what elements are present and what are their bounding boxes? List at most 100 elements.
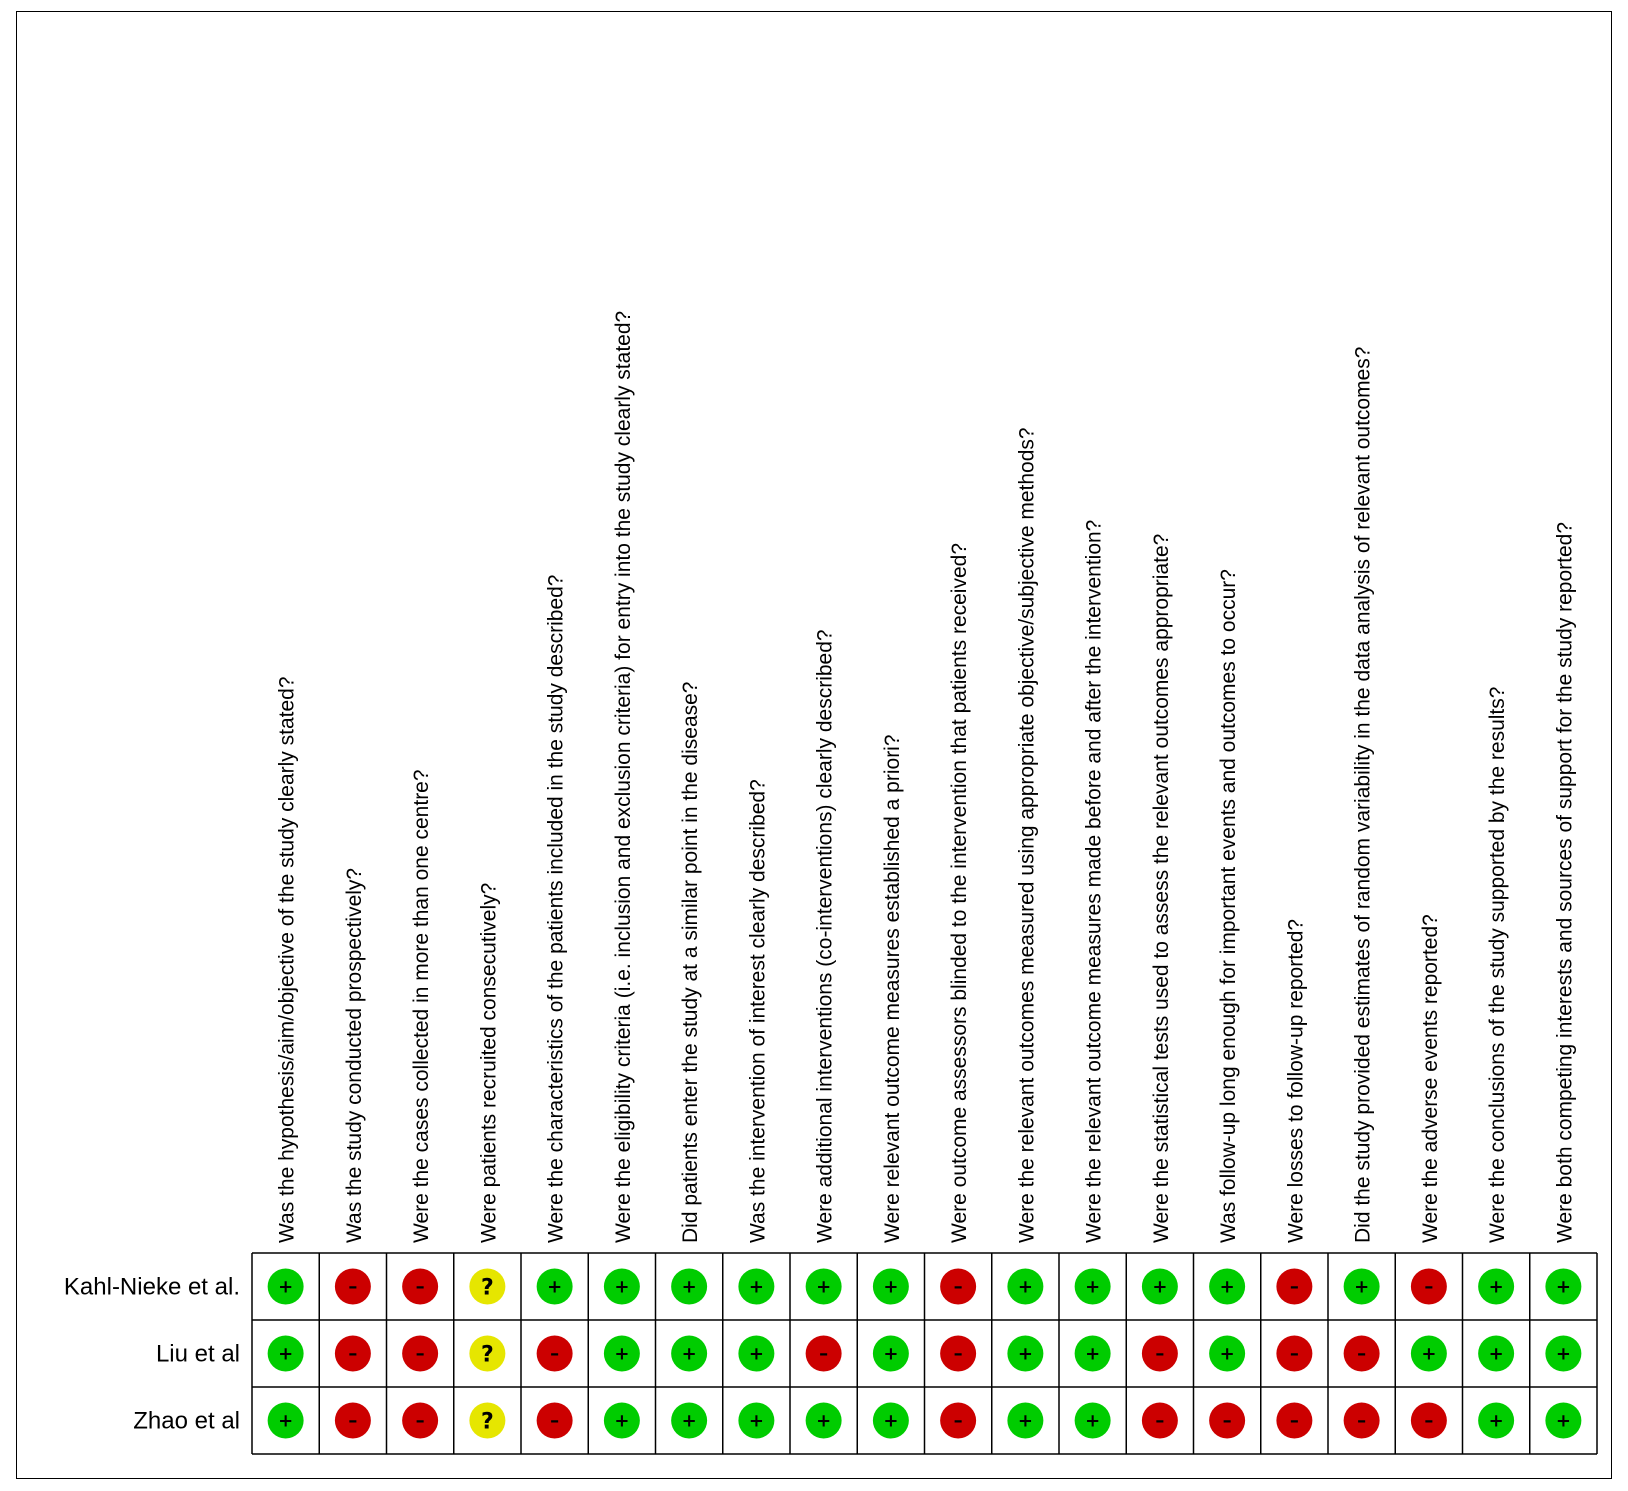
- rating-circle: [1074, 1268, 1111, 1305]
- rating-symbol: –: [954, 1344, 963, 1365]
- rating-symbol: +: [1018, 1344, 1033, 1365]
- rating-symbol: +: [1085, 1277, 1100, 1298]
- rating-symbol: +: [1018, 1277, 1033, 1298]
- rating-circle: [1074, 1402, 1111, 1439]
- rating-circle: [1545, 1402, 1582, 1439]
- chart-frame: [16, 11, 1612, 1479]
- rating-symbol: +: [1220, 1344, 1235, 1365]
- rating-symbol: +: [1489, 1411, 1504, 1432]
- question-label: Was the study conducted prospectively?: [343, 868, 366, 1243]
- rating-symbol: +: [614, 1344, 629, 1365]
- rating-symbol: +: [749, 1344, 764, 1365]
- rating-circle: [469, 1402, 506, 1439]
- rating-circle: [1410, 1268, 1447, 1305]
- question-label: Were the relevant outcomes measured usin…: [1015, 427, 1038, 1243]
- question-label: Was the intervention of interest clearly…: [746, 779, 769, 1243]
- rating-symbol: +: [278, 1277, 293, 1298]
- rating-symbol: +: [278, 1344, 293, 1365]
- rating-circle: [1141, 1335, 1178, 1372]
- rating-circle: [603, 1268, 640, 1305]
- rating-symbol: +: [883, 1277, 898, 1298]
- rating-symbol: +: [1489, 1344, 1504, 1365]
- question-label: Were outcome assessors blinded to the in…: [948, 543, 971, 1243]
- rating-symbol: +: [1556, 1411, 1571, 1432]
- question-label: Were the relevant outcome measures made …: [1083, 520, 1106, 1243]
- rating-circle: [671, 1268, 708, 1305]
- rating-circle: [671, 1335, 708, 1372]
- rating-circle: [1410, 1402, 1447, 1439]
- rating-circle: [267, 1268, 304, 1305]
- rating-symbol: +: [749, 1411, 764, 1432]
- rating-symbol: –: [954, 1411, 963, 1432]
- question-label: Were relevant outcome measures establish…: [881, 734, 904, 1243]
- rating-symbol: +: [1556, 1344, 1571, 1365]
- rating-symbol: ?: [481, 1343, 494, 1368]
- rating-circle: [402, 1402, 439, 1439]
- rating-circle: [536, 1402, 573, 1439]
- rating-circle: [334, 1402, 371, 1439]
- rating-circle: [1007, 1268, 1044, 1305]
- rating-circle: [1007, 1335, 1044, 1372]
- question-label: Was follow-up long enough for important …: [1217, 569, 1240, 1243]
- rating-circle: [536, 1268, 573, 1305]
- rating-circle: [1276, 1402, 1313, 1439]
- rating-symbol: +: [614, 1411, 629, 1432]
- rating-symbol: +: [749, 1277, 764, 1298]
- rating-circle: [1276, 1335, 1313, 1372]
- rating-symbol: –: [550, 1411, 559, 1432]
- rating-symbol: –: [1223, 1411, 1232, 1432]
- question-label: Were the eligibility criteria (i.e. incl…: [612, 311, 635, 1243]
- rating-circle: [1276, 1268, 1313, 1305]
- rating-symbol: +: [614, 1277, 629, 1298]
- rating-circle: [738, 1335, 775, 1372]
- rating-circle: [1478, 1335, 1515, 1372]
- rating-circle: [402, 1335, 439, 1372]
- question-label: Were the conclusions of the study suppor…: [1486, 687, 1509, 1243]
- rating-circle: [1209, 1268, 1246, 1305]
- rating-circle: [1343, 1268, 1380, 1305]
- rating-symbol: +: [278, 1411, 293, 1432]
- rating-circle: [1141, 1268, 1178, 1305]
- question-label: Were the adverse events reported?: [1419, 914, 1442, 1243]
- rating-circle: [267, 1402, 304, 1439]
- rating-symbol: +: [1220, 1277, 1235, 1298]
- question-label: Were the statistical tests used to asses…: [1150, 534, 1173, 1243]
- rating-circle: [334, 1335, 371, 1372]
- rating-symbol: +: [816, 1411, 831, 1432]
- rating-circle: [402, 1268, 439, 1305]
- study-label: Kahl-Nieke et al.: [64, 1274, 240, 1301]
- rating-circle: [1209, 1402, 1246, 1439]
- rating-symbol: ?: [481, 1276, 494, 1301]
- rating-symbol: –: [348, 1411, 357, 1432]
- study-label: Liu et al: [156, 1341, 240, 1368]
- rating-symbol: –: [819, 1344, 828, 1365]
- rating-circle: [805, 1268, 842, 1305]
- rating-circle: [1478, 1402, 1515, 1439]
- rating-symbol: –: [1357, 1411, 1366, 1432]
- rating-symbol: –: [1290, 1277, 1299, 1298]
- rating-circle: [940, 1335, 977, 1372]
- question-label: Were the characteristics of the patients…: [545, 575, 568, 1243]
- rating-symbol: –: [550, 1344, 559, 1365]
- rating-circle: [1141, 1402, 1178, 1439]
- rating-symbol: +: [816, 1277, 831, 1298]
- question-label: Did the study provided estimates of rand…: [1352, 347, 1375, 1243]
- rating-circle: [469, 1268, 506, 1305]
- rating-circle: [738, 1402, 775, 1439]
- rating-circle: [872, 1268, 909, 1305]
- rating-symbol: +: [682, 1277, 697, 1298]
- rating-circle: [603, 1402, 640, 1439]
- rating-circle: [1007, 1402, 1044, 1439]
- rating-symbol: +: [1556, 1277, 1571, 1298]
- rating-circle: [872, 1335, 909, 1372]
- rating-circle: [1074, 1335, 1111, 1372]
- rating-symbol: –: [1357, 1344, 1366, 1365]
- rating-symbol: +: [1354, 1277, 1369, 1298]
- rating-symbol: –: [348, 1344, 357, 1365]
- rating-symbol: –: [348, 1277, 357, 1298]
- question-label: Were patients recruited consecutively?: [477, 883, 500, 1243]
- study-label: Zhao et al: [133, 1408, 240, 1435]
- rating-symbol: ?: [481, 1410, 494, 1435]
- question-label: Were losses to follow-up reported?: [1284, 919, 1307, 1243]
- rating-symbol: –: [954, 1277, 963, 1298]
